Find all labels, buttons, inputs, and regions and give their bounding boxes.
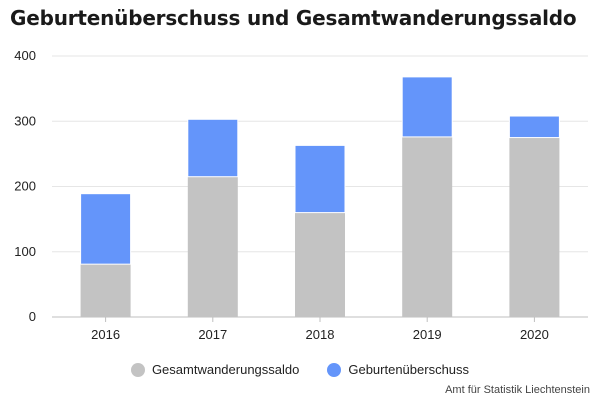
bar-geburtenueberschuss-2019[interactable]	[401, 76, 453, 138]
x-tick-label: 2019	[413, 327, 442, 342]
legend-swatch-series-1	[327, 362, 342, 377]
y-tick-label: 0	[29, 309, 36, 324]
bar-gesamtwanderungssaldo-2019[interactable]	[402, 136, 453, 317]
bar-geburtenueberschuss-2020[interactable]	[508, 115, 560, 139]
legend-label-series-1: Geburtenüberschuss	[348, 362, 470, 377]
legend-swatch-series-0	[130, 362, 145, 377]
bar-gesamtwanderungssaldo-2020[interactable]	[509, 137, 560, 317]
bar-geburtenueberschuss-2017[interactable]	[187, 118, 239, 178]
legend-item-series-0[interactable]: Gesamtwanderungssaldo	[130, 362, 300, 377]
y-tick-label: 300	[14, 113, 36, 128]
y-tick-label: 400	[14, 48, 36, 63]
bar-geburtenueberschuss-2016[interactable]	[80, 193, 132, 265]
y-tick-label: 200	[14, 179, 36, 194]
y-tick-label: 100	[14, 244, 36, 259]
legend-label-series-0: Gesamtwanderungssaldo	[151, 362, 300, 377]
bar-gesamtwanderungssaldo-2018[interactable]	[295, 212, 345, 317]
chart-title: Geburtenüberschuss und Gesamtwanderungss…	[10, 6, 577, 30]
source-credit: Amt für Statistik Liechtenstein	[445, 384, 590, 396]
legend-item-series-1[interactable]: Geburtenüberschuss	[327, 362, 469, 377]
bar-gesamtwanderungssaldo-2017[interactable]	[187, 176, 238, 317]
x-tick-label: 2016	[91, 327, 120, 342]
x-tick-label: 2018	[306, 327, 335, 342]
x-tick-label: 2020	[520, 327, 549, 342]
bar-geburtenueberschuss-2018[interactable]	[294, 144, 346, 214]
legend: Gesamtwanderungssaldo Geburtenüberschuss	[0, 362, 600, 377]
bar-gesamtwanderungssaldo-2016[interactable]	[80, 264, 131, 317]
x-tick-label: 2017	[198, 327, 227, 342]
